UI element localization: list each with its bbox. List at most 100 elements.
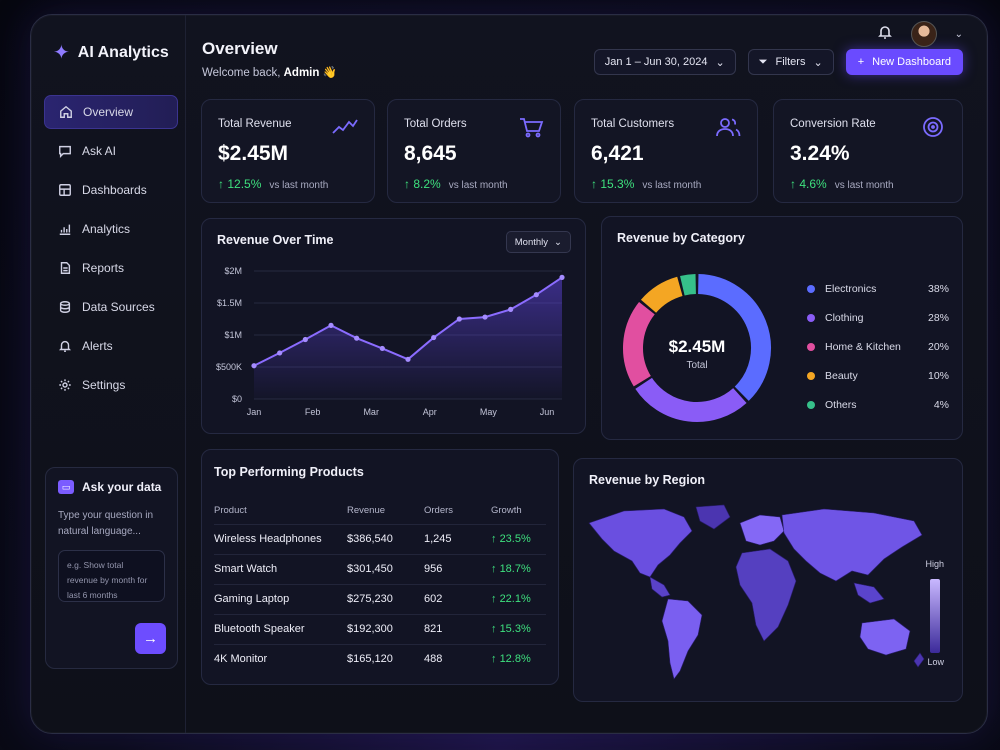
donut-slice-beauty[interactable] — [640, 276, 683, 314]
welcome-text: Welcome back, Admin 👋 — [202, 65, 337, 79]
table-row[interactable]: 4K Monitor $165,120 488 ↑ 12.8% — [214, 643, 546, 674]
brand[interactable]: ✦ AI Analytics — [53, 43, 169, 63]
arrow-right-icon: → — [143, 630, 158, 647]
cell-orders: 821 — [424, 613, 491, 644]
panel-title: Revenue by Category — [617, 231, 745, 245]
sidebar-item-settings[interactable]: Settings — [44, 368, 178, 402]
y-tick-label: $1.5M — [217, 298, 242, 308]
data-point[interactable] — [533, 292, 539, 298]
cell-revenue: $386,540 — [347, 523, 424, 554]
period-select[interactable]: Monthly ⌄ — [505, 231, 571, 253]
scale-high-label: High — [925, 559, 944, 569]
date-range-label: Jan 1 – Jun 30, 2024 — [604, 56, 708, 68]
new-dashboard-button[interactable]: + New Dashboard — [845, 49, 963, 75]
legend-label: Electronics — [825, 283, 877, 295]
kpi-delta-text: vs last month — [269, 180, 329, 191]
cell-product: Smart Watch — [214, 553, 347, 584]
kpi-label: Total Revenue — [218, 118, 292, 130]
ask-question-input[interactable]: e.g. Show total revenue by month for las… — [58, 550, 165, 602]
sidebar-item-label: Data Sources — [82, 300, 155, 314]
kpi-label: Conversion Rate — [790, 118, 876, 130]
sidebar-item-reports[interactable]: Reports — [44, 251, 178, 285]
kpi-delta: ↑ 4.6% vs last month — [790, 177, 894, 191]
wave-icon: 👋 — [322, 67, 337, 79]
top-products-panel: Top Performing Products Product Revenue … — [201, 449, 559, 685]
sidebar-item-label: Settings — [82, 378, 126, 392]
data-point[interactable] — [508, 306, 514, 312]
table-row[interactable]: Wireless Headphones $386,540 1,245 ↑ 23.5% — [214, 523, 546, 554]
data-point[interactable] — [251, 363, 257, 369]
chevron-down-icon[interactable]: ⌄ — [954, 28, 963, 40]
chat-icon — [58, 144, 72, 158]
legend-item-electronics: Electronics 38% — [807, 283, 949, 295]
legend-pct: 10% — [927, 370, 949, 382]
map-region-greenland — [695, 504, 731, 530]
cell-revenue: $301,450 — [347, 553, 424, 584]
kpi-value: 8,645 — [404, 142, 457, 165]
data-point[interactable] — [456, 316, 462, 322]
table-row[interactable]: Bluetooth Speaker $192,300 821 ↑ 15.3% — [214, 613, 546, 644]
growth-value: 23.5% — [499, 533, 531, 545]
legend-label: Home & Kitchen — [825, 341, 901, 353]
panel-title: Top Performing Products — [214, 465, 364, 479]
data-point[interactable] — [379, 345, 385, 352]
send-button[interactable]: → — [135, 623, 166, 654]
sparkle-logo-icon: ✦ — [53, 42, 70, 64]
kpi-delta-text: vs last month — [834, 180, 894, 191]
sidebar-item-dashboards[interactable]: Dashboards — [44, 173, 178, 207]
data-point[interactable] — [559, 274, 565, 280]
donut-slice-electronics[interactable] — [697, 274, 771, 401]
avatar[interactable] — [910, 21, 937, 47]
kpi-value: 3.24% — [790, 142, 850, 165]
kpi-card-total-revenue: Total Revenue $2.45M ↑ 12.5% vs last mont… — [201, 99, 375, 203]
data-point[interactable] — [482, 314, 488, 320]
map-region-north-america — [588, 508, 693, 578]
filters-button[interactable]: ⏷ Filters ⌄ — [747, 49, 834, 75]
sidebar-nav: Overview Ask AI Dashboards Analytics Rep… — [44, 95, 178, 407]
sidebar-item-alerts[interactable]: Alerts — [44, 329, 178, 363]
data-point[interactable] — [431, 334, 437, 341]
sidebar-item-label: Analytics — [82, 222, 131, 236]
data-point[interactable] — [328, 322, 334, 328]
sidebar-item-ask-ai[interactable]: Ask AI — [44, 134, 178, 168]
table-row[interactable]: Gaming Laptop $275,230 602 ↑ 22.1% — [214, 583, 546, 614]
column-header[interactable]: Growth — [491, 505, 522, 517]
column-header[interactable]: Product — [214, 505, 247, 517]
data-point[interactable] — [405, 356, 411, 362]
revenue-by-region-panel: Revenue by Region High Low — [573, 458, 963, 702]
table-row[interactable]: Smart Watch $301,450 956 ↑ 18.7% — [214, 553, 546, 584]
data-point[interactable] — [354, 335, 360, 341]
cell-growth: ↑ 18.7% — [491, 553, 546, 584]
notifications-bell-icon[interactable] — [877, 24, 893, 45]
legend-dot — [807, 285, 815, 293]
kpi-delta-value: 12.5% — [227, 177, 262, 191]
column-header[interactable]: Orders — [424, 505, 454, 517]
x-tick-label: May — [480, 407, 498, 417]
cell-orders: 1,245 — [424, 523, 491, 554]
column-header[interactable]: Revenue — [347, 505, 386, 517]
products-table: Product Revenue Orders Growth Wireless H… — [214, 498, 546, 674]
header-actions: ⌄ Jan 1 – Jun 30, 2024 ⌄ ⏷ Filters ⌄ + N… — [593, 21, 963, 75]
donut-slice-home-kitchen[interactable] — [623, 301, 655, 387]
sidebar-item-overview[interactable]: Overview — [44, 95, 178, 129]
legend-label: Others — [825, 399, 857, 411]
donut-slice-clothing[interactable] — [635, 377, 747, 422]
revenue-by-category-panel: Revenue by Category $2.45M Total Electro… — [601, 216, 963, 440]
kpi-value: $2.45M — [218, 142, 289, 165]
data-point[interactable] — [302, 336, 308, 343]
sidebar-item-analytics[interactable]: Analytics — [44, 212, 178, 246]
growth-value: 22.1% — [499, 593, 531, 605]
sidebar: ✦ AI Analytics Overview Ask AI Dashboard… — [31, 15, 186, 733]
kpi-delta-value: 15.3% — [600, 177, 635, 191]
date-range-picker[interactable]: Jan 1 – Jun 30, 2024 ⌄ — [593, 49, 736, 75]
ask-title: ▭ Ask your data — [58, 480, 165, 494]
kpi-card-conversion-rate: Conversion Rate 3.24% ↑ 4.6% vs last mont… — [773, 99, 963, 203]
donut-slice-others[interactable] — [680, 274, 697, 296]
welcome-user: Admin — [283, 67, 320, 79]
bell-icon — [58, 339, 72, 353]
map-region-new-zealand — [913, 652, 925, 668]
database-icon — [58, 300, 72, 314]
data-point[interactable] — [277, 350, 283, 356]
sidebar-item-data-sources[interactable]: Data Sources — [44, 290, 178, 324]
trend-line-icon — [332, 116, 358, 138]
